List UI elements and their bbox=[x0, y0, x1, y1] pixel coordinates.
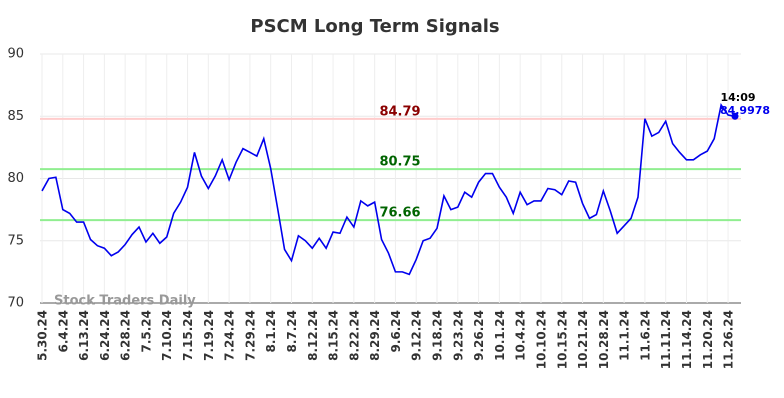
x-tick-label: 7.5.24 bbox=[139, 310, 153, 353]
x-tick-label: 9.26.24 bbox=[472, 310, 486, 361]
y-tick-label: 90 bbox=[7, 47, 24, 62]
x-tick-label: 11.11.24 bbox=[659, 310, 673, 369]
x-tick-label: 8.29.24 bbox=[368, 310, 382, 361]
x-tick-label: 6.28.24 bbox=[119, 310, 133, 361]
last-value-label: 84.9978 bbox=[720, 104, 770, 117]
x-tick-label: 8.12.24 bbox=[306, 310, 320, 361]
x-tick-label: 11.20.24 bbox=[701, 310, 715, 369]
x-tick-label: 8.7.24 bbox=[285, 310, 299, 353]
x-tick-label: 11.14.24 bbox=[680, 310, 694, 369]
y-tick-label: 80 bbox=[7, 171, 24, 186]
signal-label: 80.75 bbox=[379, 155, 420, 170]
x-tick-label: 10.10.24 bbox=[534, 310, 548, 369]
chart-title: PSCM Long Term Signals bbox=[250, 16, 499, 37]
x-tick-label: 7.15.24 bbox=[181, 310, 195, 361]
last-point bbox=[731, 112, 739, 120]
x-tick-label: 9.12.24 bbox=[410, 310, 424, 361]
x-tick-label: 6.4.24 bbox=[56, 310, 70, 353]
x-tick-label: 6.13.24 bbox=[77, 310, 91, 361]
x-tick-label: 8.15.24 bbox=[327, 310, 341, 361]
x-tick-label: 11.6.24 bbox=[638, 310, 652, 361]
x-tick-label: 7.29.24 bbox=[243, 310, 257, 361]
price-line bbox=[41, 103, 736, 276]
y-tick-label: 70 bbox=[7, 296, 24, 311]
x-tick-label: 10.15.24 bbox=[555, 310, 569, 369]
x-tick-label: 7.24.24 bbox=[223, 310, 237, 361]
x-tick-label: 8.22.24 bbox=[347, 310, 361, 361]
x-tick-label: 11.1.24 bbox=[618, 310, 632, 361]
x-tick-label: 7.19.24 bbox=[202, 310, 216, 361]
x-tick-label: 10.4.24 bbox=[514, 310, 528, 361]
y-tick-label: 85 bbox=[7, 109, 24, 124]
x-tick-label: 6.24.24 bbox=[98, 310, 112, 361]
x-tick-label: 9.23.24 bbox=[451, 310, 465, 361]
time-label: 14:09 bbox=[720, 91, 755, 104]
x-tick-label: 5.30.24 bbox=[36, 310, 50, 361]
signal-label: 84.79 bbox=[379, 104, 420, 119]
x-tick-label: 10.21.24 bbox=[576, 310, 590, 369]
x-tick-label: 10.1.24 bbox=[493, 310, 507, 361]
watermark: Stock Traders Daily bbox=[54, 294, 196, 309]
x-tick-label: 8.1.24 bbox=[264, 310, 278, 353]
x-tick-label: 11.26.24 bbox=[722, 310, 736, 369]
x-tick-label: 9.18.24 bbox=[431, 310, 445, 361]
x-tick-label: 10.28.24 bbox=[597, 310, 611, 369]
y-tick-label: 75 bbox=[7, 233, 24, 248]
x-tick-label: 9.6.24 bbox=[389, 310, 403, 353]
signal-label: 76.66 bbox=[379, 206, 420, 221]
x-tick-label: 7.10.24 bbox=[160, 310, 174, 361]
